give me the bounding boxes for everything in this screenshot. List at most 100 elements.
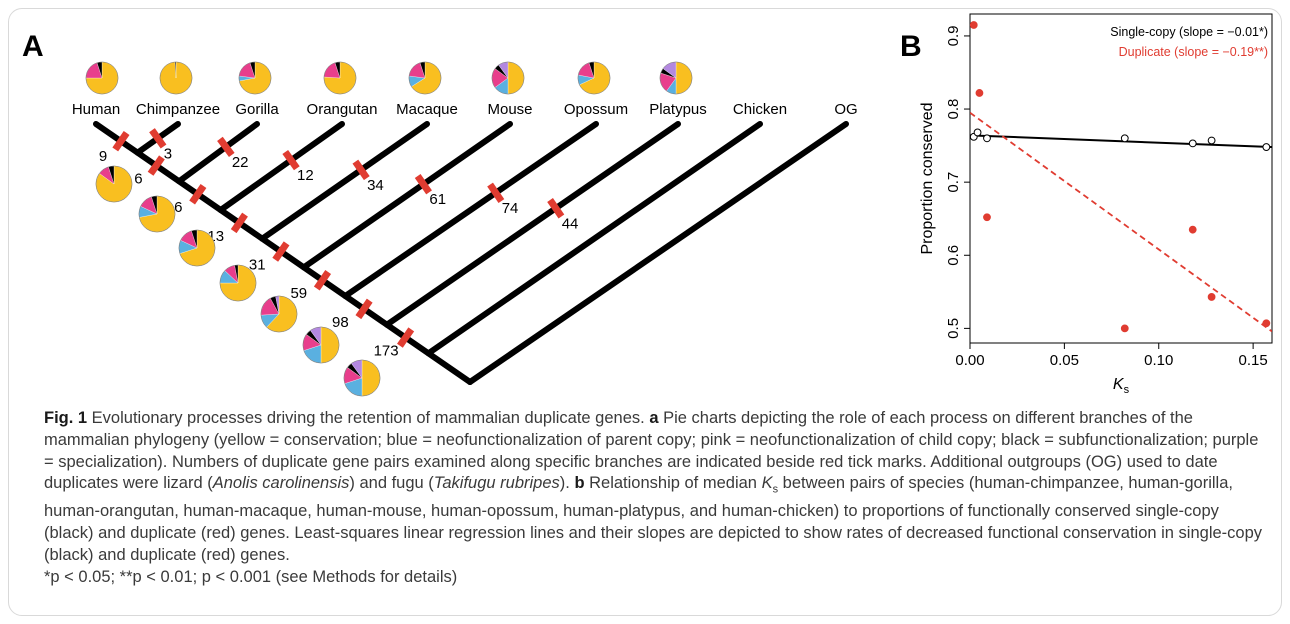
point-series1-5: [1207, 293, 1216, 301]
internal-pie-6-slice: [361, 359, 381, 397]
internal-pie-5-edge: [302, 326, 340, 364]
y-tick-label: 0.7: [945, 172, 962, 193]
caption-lizard: Anolis carolinensis: [212, 474, 350, 493]
tip-tick-2: [217, 136, 235, 158]
tip-tick-4: [352, 159, 370, 181]
point-series1-0: [969, 21, 978, 29]
x-tick-label: 0.05: [1050, 352, 1079, 369]
tip-pie-mouse-edge: [491, 61, 525, 95]
caption-a-mid: ) and fugu (: [349, 474, 434, 493]
spine-tick-2: [230, 212, 248, 234]
point-series1-6: [1262, 319, 1271, 328]
point-series1-2: [983, 213, 991, 222]
point-series0-1: [973, 128, 982, 137]
internal-pie-6-edge: [343, 359, 381, 397]
branch-platypus: [383, 121, 681, 328]
tip-count-2: 22: [232, 154, 249, 171]
point-series0-2: [983, 134, 991, 143]
spine-tick-0: [147, 155, 165, 176]
tip-label-macaque: Macaque: [396, 101, 458, 118]
x-axis-label: Ks: [1113, 376, 1130, 396]
y-tick-label: 0.5: [945, 318, 962, 339]
tip-tick-6: [487, 182, 505, 204]
tip-pie-chimpanzee: [159, 61, 193, 95]
y-tick-label: 0.8: [945, 99, 962, 120]
panel-b-label: B: [900, 30, 922, 63]
spine-tick-3: [272, 241, 290, 262]
legend-entry-1: Duplicate (slope = −0.19**): [1119, 45, 1268, 59]
tree-pies: [85, 61, 693, 397]
branch-opossum: [342, 121, 599, 299]
point-series0-5: [1207, 136, 1216, 145]
caption-stats: *p < 0.05; **p < 0.01; p < 0.001 (see Me…: [44, 567, 458, 586]
tip-count-1: 3: [164, 145, 172, 162]
tip-tick-3: [282, 149, 300, 171]
scatter-panel: B 0.00 0.05 0.10 0.15 0.5 0.6 0.7 0.8 0.9 Ks Propo…: [900, 13, 1273, 396]
tip-label-mouse: Mouse: [487, 101, 532, 118]
caption-fugu: Takifugu rubripes: [433, 474, 560, 493]
internal-pie-5: [302, 326, 340, 364]
tip-label-orangutan: Orangutan: [307, 101, 378, 118]
tip-count-6: 74: [502, 200, 519, 217]
tip-pie-opossum-edge: [577, 61, 611, 95]
tip-count-3: 12: [297, 167, 314, 184]
figure-caption: Fig. 1 Evolutionary processes driving th…: [44, 408, 1264, 589]
spine-tick-1: [189, 184, 207, 205]
internal-pie-2-edge: [178, 229, 216, 267]
y-tick-label: 0.6: [945, 245, 962, 266]
tip-count-7: 44: [562, 215, 579, 232]
tip-pie-mouse: [491, 61, 525, 95]
y-tick-label: 0.9: [945, 26, 962, 47]
tip-pie-platypus-slice: [675, 61, 693, 95]
x-tick-label: 0.15: [1239, 352, 1268, 369]
branch-macaque: [259, 121, 430, 242]
caption-ks-s: s: [772, 483, 779, 496]
figure-frame: [8, 8, 1282, 616]
point-series1-3: [1120, 324, 1129, 333]
chart-legend: Single-copy (slope = −0.01*) Duplicate (s…: [1110, 25, 1268, 59]
tip-count-5: 61: [429, 191, 446, 208]
tip-pie-orangutan: [323, 61, 357, 95]
tip-label-chicken: Chicken: [733, 101, 787, 118]
tip-label-opossum: Opossum: [564, 101, 628, 118]
branch-mouse: [300, 121, 513, 271]
point-series0-3: [1120, 134, 1129, 143]
spine-count-4: 59: [290, 285, 307, 302]
tip-tick-1: [149, 128, 167, 149]
spine-tick-5: [355, 298, 373, 320]
point-series0-6: [1262, 143, 1271, 151]
point-series1-1: [975, 89, 984, 97]
internal-pie-1: [138, 195, 176, 233]
caption-ks-k: K: [761, 474, 773, 493]
spine-count-0: 6: [134, 171, 142, 188]
tip-tick-7: [547, 198, 565, 219]
spine-count-3: 31: [249, 257, 266, 274]
tree-labels: Human Chimpanzee Gorilla Orangutan Macaque Mo…: [72, 101, 858, 360]
tip-pie-gorilla: [238, 61, 272, 95]
internal-pie-5-slice: [320, 326, 340, 364]
tip-label-chimpanzee: Chimpanzee: [136, 101, 220, 118]
internal-pie-4-edge: [260, 295, 298, 333]
tree-ticks: [112, 128, 565, 348]
tip-pie-human: [85, 61, 119, 95]
plot-box: [969, 13, 1273, 344]
fit-line-0: [970, 134, 1272, 149]
fit-line-1: [970, 111, 1272, 333]
chart-points: [969, 21, 1271, 333]
internal-pie-0-edge: [95, 165, 133, 203]
caption-b-label: b: [574, 474, 585, 493]
spine-tick-4: [313, 270, 332, 291]
tip-pie-platypus-edge: [659, 61, 693, 95]
internal-pie-2: [178, 229, 216, 267]
branch-chicken: [425, 121, 763, 357]
internal-pie-4: [260, 295, 298, 333]
internal-pie-1-edge: [138, 195, 176, 233]
tip-pie-human-edge: [85, 61, 119, 95]
internal-pie-3: [219, 264, 257, 302]
tip-pie-chimpanzee-edge: [159, 61, 193, 95]
point-series1-4: [1188, 225, 1197, 234]
tip-pie-macaque: [408, 61, 442, 95]
tip-pie-mouse-slice: [507, 61, 525, 95]
tip-label-platypus: Platypus: [649, 101, 707, 118]
tip-count-0: 9: [99, 148, 107, 165]
